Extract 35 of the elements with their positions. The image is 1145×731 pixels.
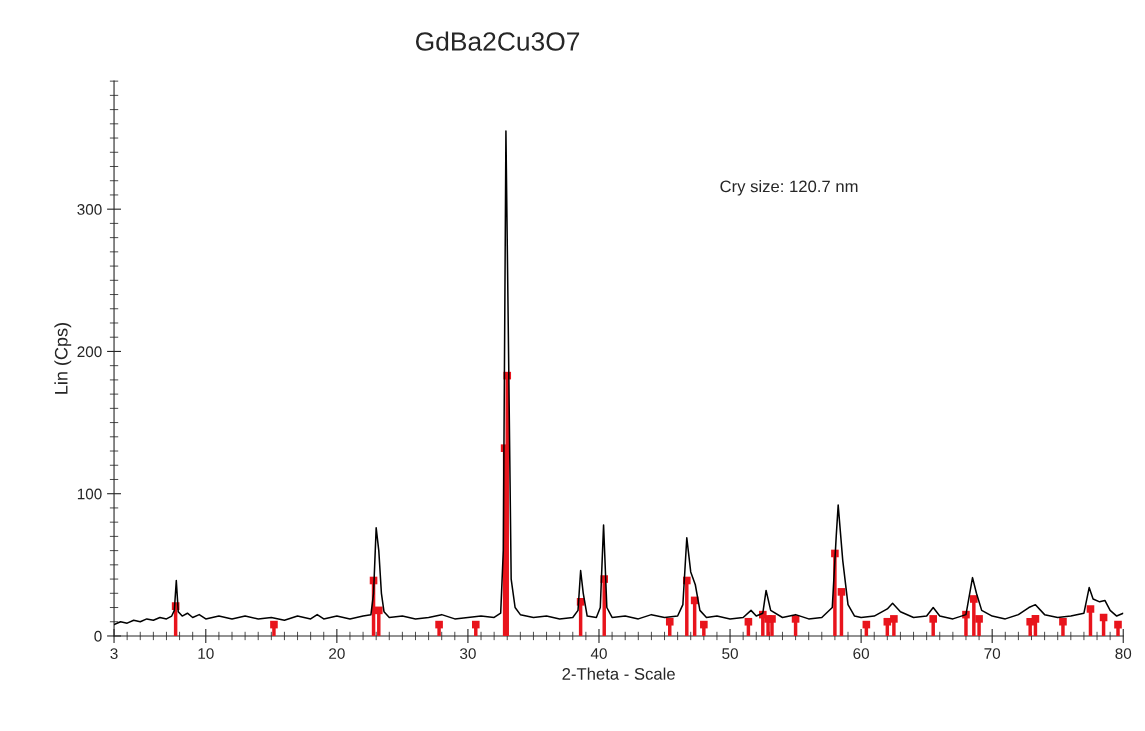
point [270, 620, 278, 629]
point [1114, 620, 1122, 629]
point [1059, 617, 1067, 626]
x-tick-label: 20 [329, 648, 345, 659]
point [929, 615, 937, 623]
x-tick-label: 40 [590, 648, 607, 659]
y-tick-label: 200 [77, 346, 102, 358]
point [1031, 615, 1040, 623]
annotation: Cry size: 120.7 nm [720, 180, 858, 196]
point [890, 615, 898, 623]
point [744, 617, 753, 626]
x-tick-label: 10 [198, 648, 214, 659]
y-tick-label: 0 [94, 630, 102, 642]
chart-title: GdBa2Cu3O7 [415, 31, 580, 51]
point [435, 620, 443, 629]
x-tick-label: 70 [984, 648, 1001, 659]
point [1086, 605, 1095, 613]
x-tick-label: 50 [722, 648, 738, 659]
x-tick-label: 60 [853, 648, 870, 659]
y-axis-title: Lin (Cps) [54, 323, 72, 394]
point [975, 615, 983, 623]
line-series [114, 130, 1124, 626]
x-tick-label: 3 [110, 648, 118, 659]
point [374, 606, 383, 615]
x-axis-title: 2-Theta - Scale [562, 667, 675, 680]
point [665, 617, 674, 626]
point [700, 620, 708, 629]
point [768, 615, 776, 623]
y-tick-label: 100 [77, 488, 102, 500]
y-tick-label: 300 [77, 204, 102, 215]
point [837, 588, 846, 596]
x-tick-label: 80 [1115, 648, 1132, 659]
x-tick-label: 30 [460, 648, 476, 659]
point [970, 595, 978, 603]
point [471, 620, 480, 629]
